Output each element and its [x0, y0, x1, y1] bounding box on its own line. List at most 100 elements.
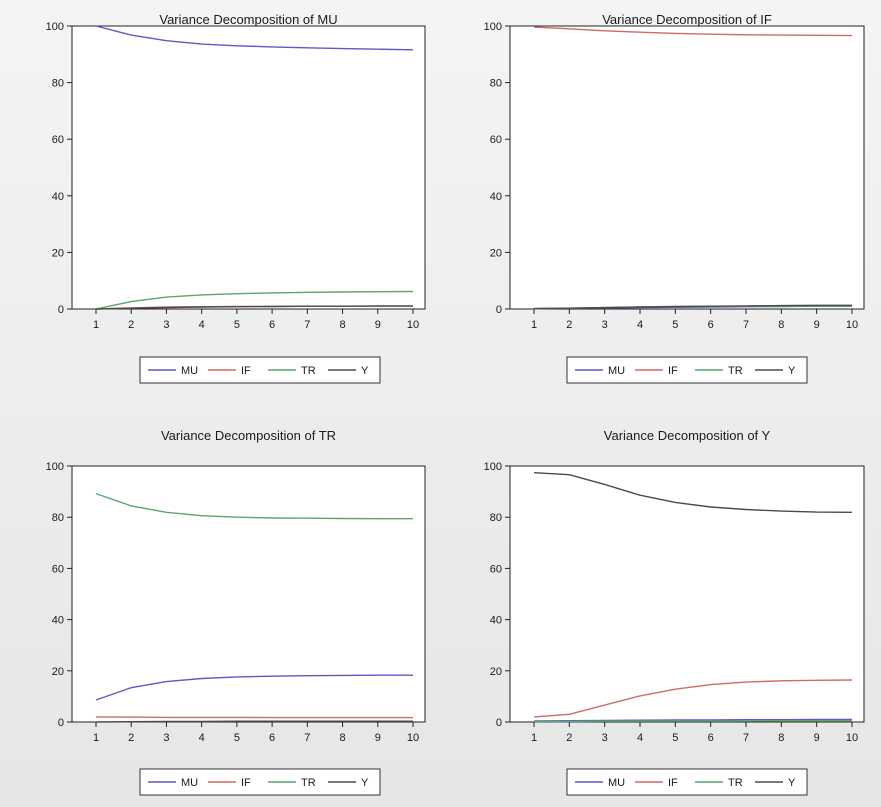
series-line-if: [95, 716, 413, 719]
y-tick-label: 80: [52, 512, 64, 524]
y-tick-label: 40: [490, 191, 502, 203]
series-line-mu: [95, 674, 413, 701]
y-tick-label: 60: [490, 563, 502, 575]
legend-label-if: IF: [668, 365, 678, 377]
x-tick-label: 4: [199, 319, 205, 331]
y-tick-label: 100: [484, 21, 502, 33]
x-tick-label: 7: [743, 732, 749, 744]
x-tick-label: 4: [199, 732, 205, 744]
plot-frame: [71, 465, 426, 723]
y-tick-label: 20: [52, 247, 64, 259]
x-tick-label: 2: [566, 732, 572, 744]
series-line-y: [533, 304, 852, 310]
x-tick-label: 7: [743, 319, 749, 331]
series-line-y: [533, 472, 853, 513]
x-tick-label: 2: [566, 319, 572, 331]
plot-frame: [509, 465, 865, 723]
series-line-mu: [533, 718, 852, 722]
legend: MU IF TR Y: [139, 768, 381, 796]
chart-panel: Variance Decomposition of TR 0 20 40 60 80 100…: [46, 428, 426, 796]
chart-panel: Variance Decomposition of Y 0 20 40 60 80 100 1…: [484, 428, 865, 796]
legend-label-if: IF: [668, 777, 678, 789]
x-tick-label: 1: [531, 319, 537, 331]
x-tick-label: 8: [778, 732, 784, 744]
legend-label-tr: TR: [728, 365, 743, 377]
y-tick-label: 0: [496, 304, 502, 316]
legend: MU IF TR Y: [566, 356, 808, 384]
chart-panel: Variance Decomposition of MU 0 20 40 60 80 100…: [46, 12, 426, 384]
x-tick-label: 10: [407, 732, 419, 744]
legend: MU IF TR Y: [566, 768, 808, 796]
x-tick-label: 8: [339, 732, 345, 744]
x-tick-label: 9: [375, 732, 381, 744]
y-tick-label: 0: [58, 717, 64, 729]
y-tick-label: 40: [52, 615, 64, 627]
chart-panel: Variance Decomposition of IF 0 20 40 60 80 100…: [484, 12, 865, 384]
y-tick-label: 60: [490, 134, 502, 146]
y-tick-label: 100: [46, 461, 64, 473]
x-tick-label: 5: [234, 732, 240, 744]
x-tick-label: 2: [128, 732, 134, 744]
y-tick-label: 40: [490, 615, 502, 627]
series-line-mu: [95, 25, 414, 51]
series-line-y: [95, 305, 413, 310]
legend-label-mu: MU: [181, 777, 198, 789]
x-tick-label: 9: [814, 732, 820, 744]
chart-title: Variance Decomposition of Y: [604, 428, 771, 443]
legend-label-y: Y: [361, 777, 369, 789]
y-tick-label: 0: [58, 304, 64, 316]
x-tick-label: 10: [846, 732, 858, 744]
x-tick-label: 6: [269, 319, 275, 331]
y-tick-label: 80: [52, 78, 64, 90]
y-tick-label: 20: [490, 247, 502, 259]
legend-label-mu: MU: [608, 777, 625, 789]
x-tick-label: 2: [128, 319, 134, 331]
x-tick-label: 10: [407, 319, 419, 331]
legend-label-if: IF: [241, 777, 251, 789]
x-tick-label: 4: [637, 732, 643, 744]
x-tick-label: 5: [672, 732, 678, 744]
series-line-tr: [534, 720, 852, 723]
series-line-tr: [95, 492, 413, 520]
chart-title: Variance Decomposition of IF: [602, 12, 772, 27]
plot-frame: [509, 25, 865, 310]
legend-label-mu: MU: [181, 365, 198, 377]
legend-label-tr: TR: [728, 777, 743, 789]
x-tick-label: 7: [304, 732, 310, 744]
y-tick-label: 80: [490, 78, 502, 90]
legend-label-y: Y: [788, 365, 796, 377]
x-tick-label: 1: [93, 319, 99, 331]
y-tick-label: 80: [490, 512, 502, 524]
x-tick-label: 6: [269, 732, 275, 744]
x-tick-label: 5: [672, 319, 678, 331]
y-tick-label: 60: [52, 134, 64, 146]
y-tick-label: 100: [46, 21, 64, 33]
y-tick-label: 20: [490, 666, 502, 678]
x-tick-label: 6: [708, 319, 714, 331]
x-tick-label: 1: [93, 732, 99, 744]
y-tick-label: 20: [52, 666, 64, 678]
x-tick-label: 6: [708, 732, 714, 744]
legend-label-mu: MU: [608, 365, 625, 377]
chart-title: Variance Decomposition of TR: [161, 428, 336, 443]
x-tick-label: 3: [163, 319, 169, 331]
x-tick-label: 1: [531, 732, 537, 744]
x-tick-label: 9: [814, 319, 820, 331]
x-tick-label: 5: [234, 319, 240, 331]
series-line-if: [533, 679, 853, 718]
x-tick-label: 10: [846, 319, 858, 331]
legend: MU IF TR Y: [139, 356, 381, 384]
y-tick-label: 100: [484, 461, 502, 473]
series-line-if: [533, 26, 853, 37]
legend-label-y: Y: [361, 365, 369, 377]
x-tick-label: 8: [339, 319, 345, 331]
legend-label-if: IF: [241, 365, 251, 377]
x-tick-label: 8: [778, 319, 784, 331]
series-line-y: [95, 720, 413, 723]
plot-frame: [71, 25, 426, 310]
chart-title: Variance Decomposition of MU: [159, 12, 337, 27]
x-tick-label: 4: [637, 319, 643, 331]
x-tick-label: 3: [602, 732, 608, 744]
y-tick-label: 40: [52, 191, 64, 203]
